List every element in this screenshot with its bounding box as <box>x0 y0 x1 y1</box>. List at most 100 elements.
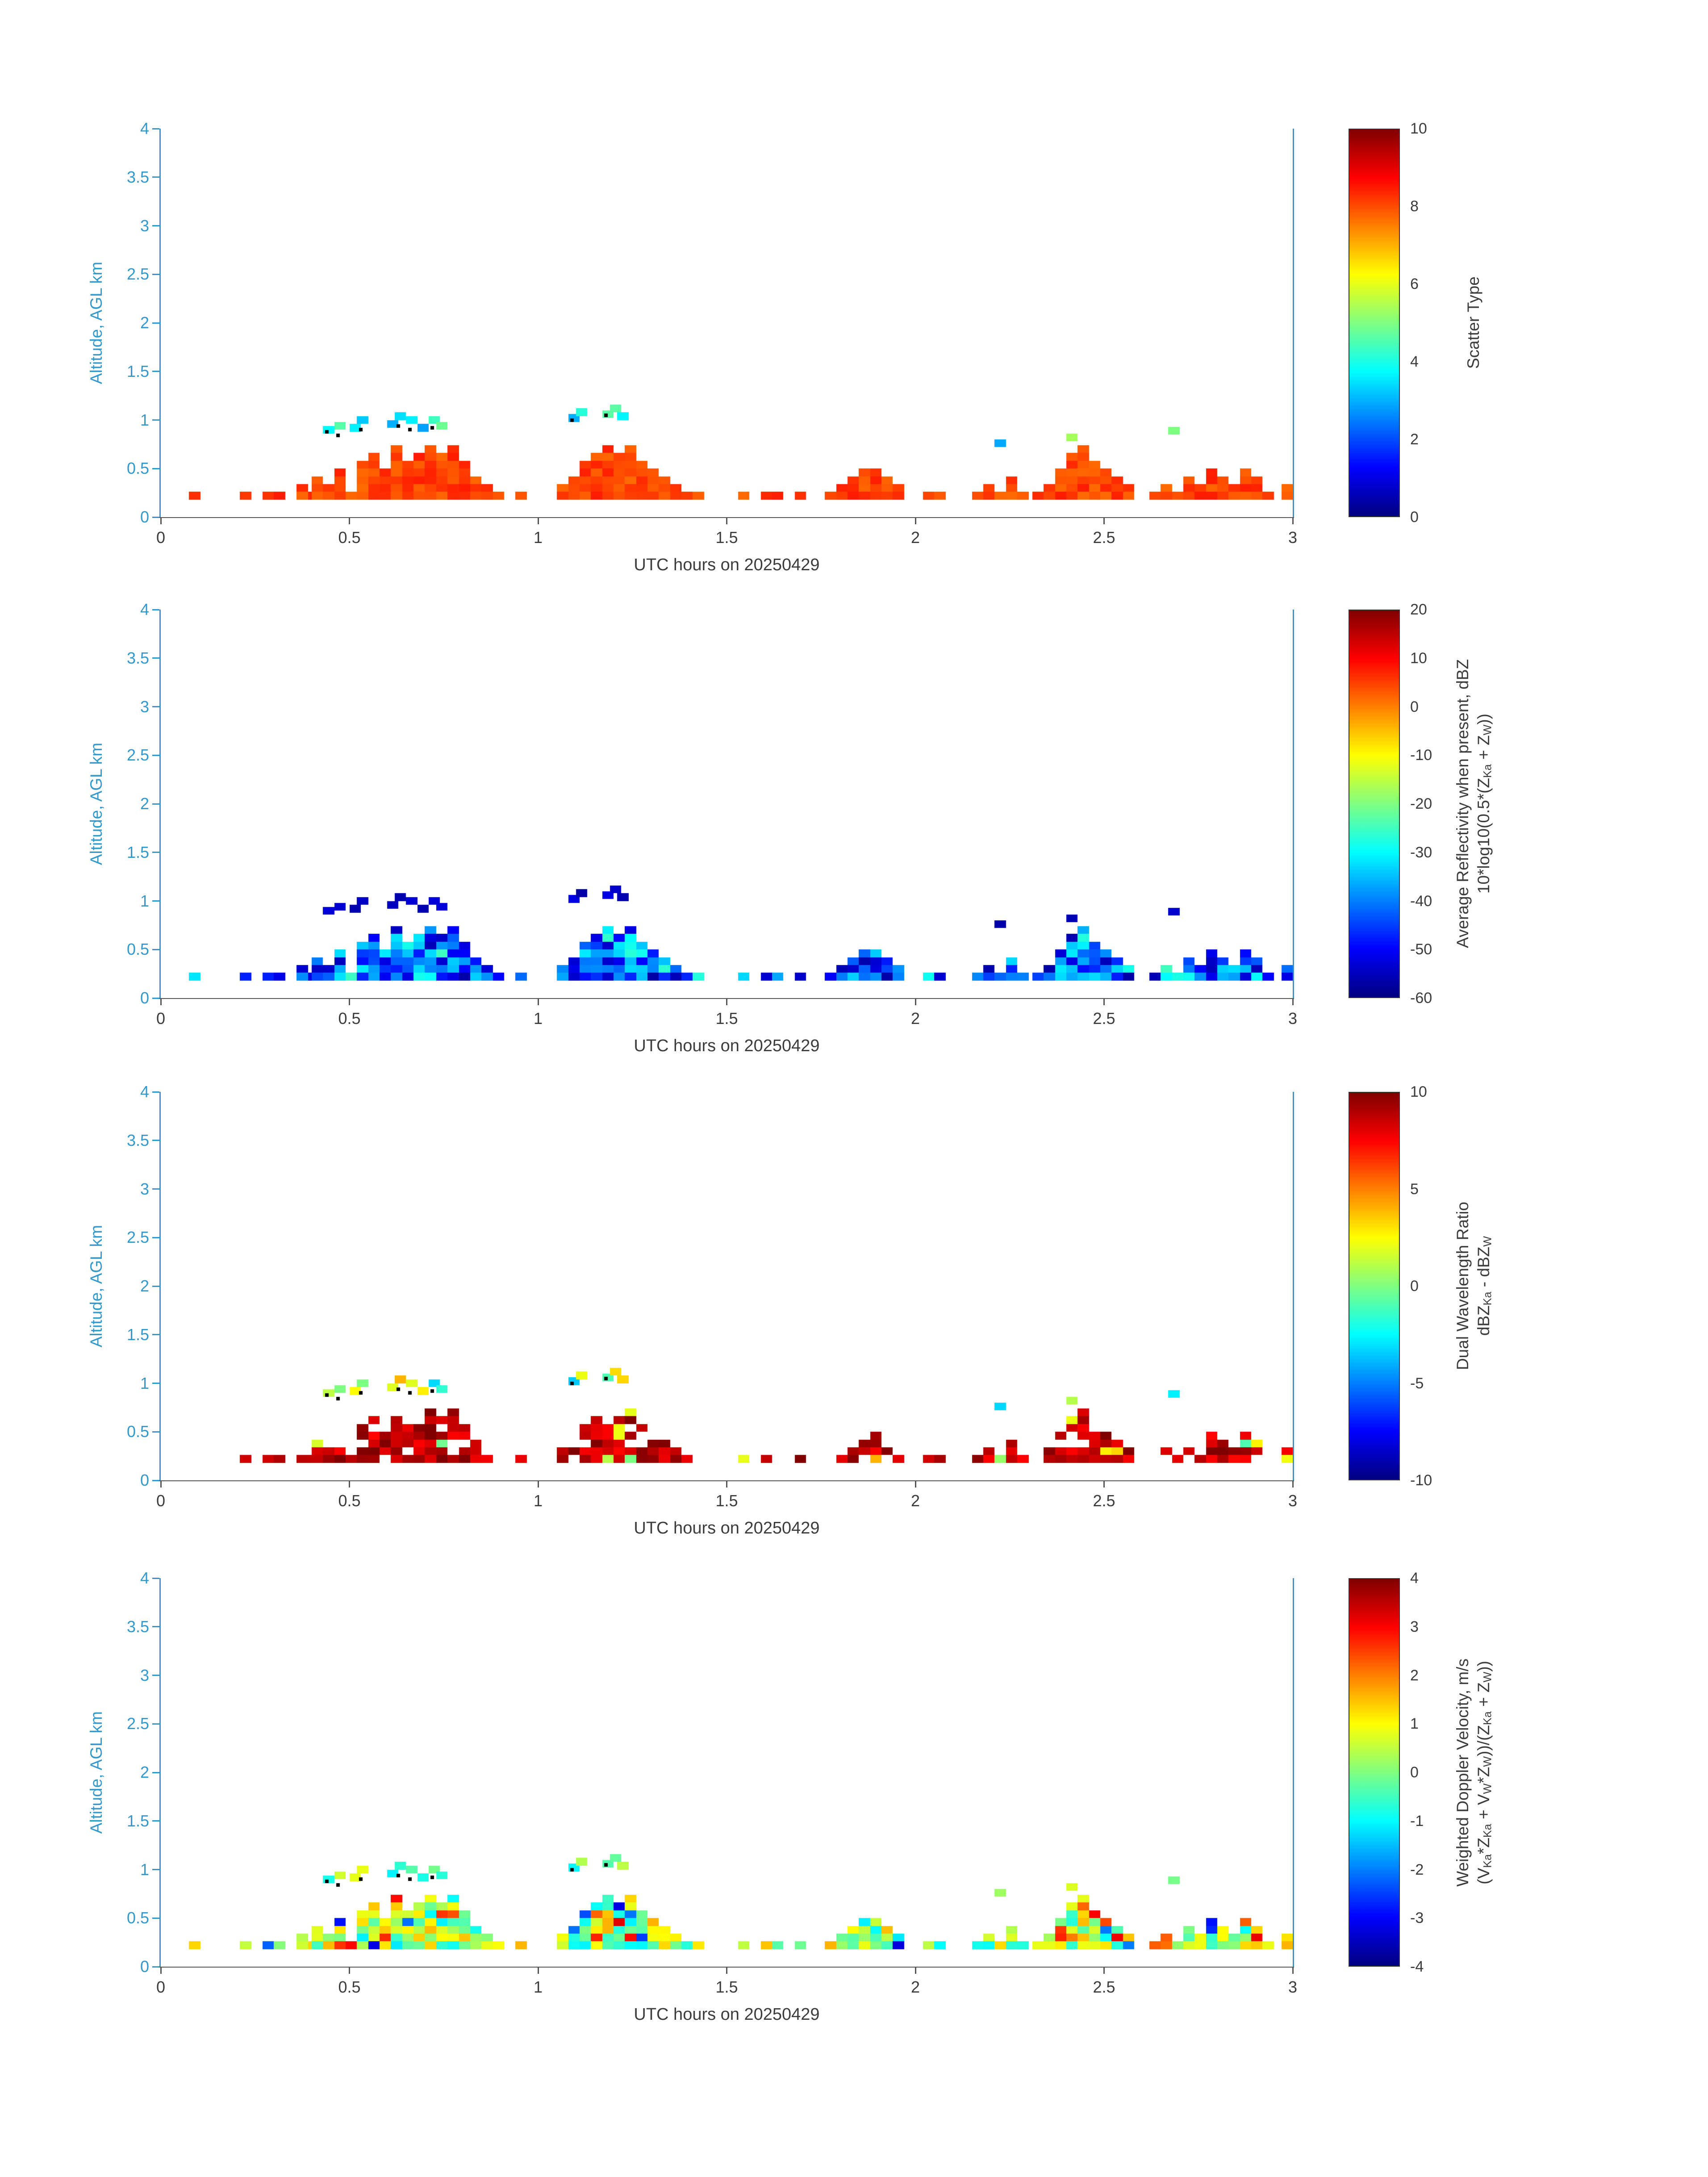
y-tick-mark <box>152 1140 159 1141</box>
colorbar-tick-label: 10 <box>1410 120 1427 137</box>
y-tick-label: 4 <box>140 1569 149 1587</box>
x-tick-mark <box>537 1968 539 1974</box>
y-tick-label: 3.5 <box>126 1131 149 1149</box>
y-tick-mark <box>152 1091 159 1093</box>
plot-right-edge-line <box>1293 1092 1294 1480</box>
x-tick-mark <box>160 1481 162 1488</box>
x-tick-label: 3 <box>1288 528 1298 547</box>
x-tick-label: 1 <box>533 528 543 547</box>
colorbar <box>1349 610 1400 998</box>
y-tick-label: 1.5 <box>126 1325 149 1344</box>
x-tick-label: 1 <box>533 1009 543 1028</box>
plot-right-edge-line <box>1293 129 1294 517</box>
y-tick-mark <box>152 225 159 226</box>
colorbar-tick-label: -4 <box>1410 1958 1424 1975</box>
colorbar-label-text: Weighted Doppler Velocity, m/s <box>1453 1658 1472 1887</box>
y-tick-mark <box>152 1772 159 1773</box>
y-axis-label: Altitude, AGL km <box>86 1092 107 1480</box>
y-tick-label: 3 <box>140 1179 149 1198</box>
x-tick-mark <box>349 1968 350 1974</box>
y-tick-mark <box>152 371 159 372</box>
y-axis-label-text: Altitude, AGL km <box>87 1711 105 1834</box>
x-tick-mark <box>537 518 539 524</box>
colorbar-label-text: (VKa*ZKa + VW*ZW))/(ZKa + ZW)) <box>1474 1660 1494 1885</box>
y-tick-label: 0 <box>140 989 149 1007</box>
colorbar-tick-label: 20 <box>1410 601 1427 618</box>
y-tick-label: 2.5 <box>126 265 149 284</box>
y-tick-mark <box>152 852 159 853</box>
colorbar-label: (VKa*ZKa + VW*ZW))/(ZKa + ZW)) <box>1474 1578 1495 1967</box>
y-tick-mark <box>152 803 159 805</box>
x-tick-mark <box>349 518 350 524</box>
y-tick-mark <box>152 273 159 275</box>
y-tick-label: 2 <box>140 1277 149 1295</box>
colorbar-tick-label: -1 <box>1410 1812 1424 1830</box>
y-tick-label: 0 <box>140 1471 149 1489</box>
y-tick-mark <box>152 1431 159 1433</box>
x-tick-label: 1 <box>533 1492 543 1510</box>
y-tick-label: 1 <box>140 891 149 910</box>
y-tick-label: 3.5 <box>126 167 149 186</box>
y-tick-label: 2.5 <box>126 1228 149 1247</box>
heatmap-canvas <box>161 129 1293 517</box>
colorbar-tick-label: -40 <box>1410 892 1432 910</box>
y-tick-mark <box>152 1237 159 1238</box>
y-axis-line <box>159 1578 161 1967</box>
x-tick-label: 2 <box>910 1978 920 1996</box>
y-tick-label: 2 <box>140 1763 149 1781</box>
y-tick-label: 0.5 <box>126 1909 149 1927</box>
x-tick-mark <box>1103 999 1105 1005</box>
y-tick-label: 4 <box>140 119 149 138</box>
y-axis-label-text: Altitude, AGL km <box>87 742 105 865</box>
y-tick-mark <box>152 419 159 421</box>
colorbar-tick-label: -10 <box>1410 747 1432 764</box>
x-tick-mark <box>726 999 727 1005</box>
y-tick-mark <box>152 322 159 324</box>
colorbar-tick-label: -3 <box>1410 1910 1424 1927</box>
y-tick-mark <box>152 1675 159 1676</box>
x-axis-line <box>159 517 1294 518</box>
x-tick-label: 2.5 <box>1093 1492 1115 1510</box>
x-tick-mark <box>1292 999 1294 1005</box>
y-tick-mark <box>152 1188 159 1190</box>
x-tick-label: 2.5 <box>1093 1978 1115 1996</box>
y-axis-label-text: Altitude, AGL km <box>87 1224 105 1348</box>
y-tick-mark <box>152 468 159 469</box>
y-tick-label: 2 <box>140 313 149 332</box>
colorbar-tick-label: 1 <box>1410 1715 1419 1733</box>
y-tick-mark <box>152 997 159 999</box>
colorbar-label: Scatter Type <box>1463 129 1484 517</box>
y-tick-mark <box>152 900 159 902</box>
x-axis-label: UTC hours on 20250429 <box>634 556 820 574</box>
x-tick-label: 2.5 <box>1093 528 1115 547</box>
y-tick-mark <box>152 1626 159 1628</box>
x-tick-label: 3 <box>1288 1978 1298 1996</box>
colorbar-label-text: Scatter Type <box>1464 276 1482 369</box>
y-tick-mark <box>152 1285 159 1287</box>
y-tick-mark <box>152 1869 159 1870</box>
colorbar-label-text: dBZKa - dBZW <box>1474 1236 1494 1336</box>
y-tick-label: 1 <box>140 1860 149 1879</box>
x-tick-label: 1.5 <box>715 1009 738 1028</box>
colorbar-tick-label: 2 <box>1410 431 1419 448</box>
x-tick-mark <box>349 1481 350 1488</box>
colorbar-tick-label: -2 <box>1410 1861 1424 1878</box>
x-tick-label: 1 <box>533 1978 543 1996</box>
colorbar <box>1349 1578 1400 1967</box>
y-tick-mark <box>152 657 159 659</box>
y-tick-label: 3.5 <box>126 648 149 667</box>
y-tick-mark <box>152 1479 159 1481</box>
colorbar-label-text: 10*log10(0.5*(ZKa + ZW)) <box>1474 714 1494 894</box>
x-tick-mark <box>915 1968 916 1974</box>
y-tick-mark <box>152 706 159 707</box>
x-tick-mark <box>1292 1968 1294 1974</box>
y-tick-label: 0.5 <box>126 459 149 478</box>
y-axis-line <box>159 1092 161 1480</box>
y-tick-mark <box>152 1723 159 1725</box>
x-tick-label: 2 <box>910 528 920 547</box>
y-axis-line <box>159 610 161 998</box>
x-tick-label: 1.5 <box>715 528 738 547</box>
x-tick-mark <box>537 1481 539 1488</box>
colorbar-tick-label: -60 <box>1410 990 1432 1007</box>
y-axis-label: Altitude, AGL km <box>86 129 107 517</box>
